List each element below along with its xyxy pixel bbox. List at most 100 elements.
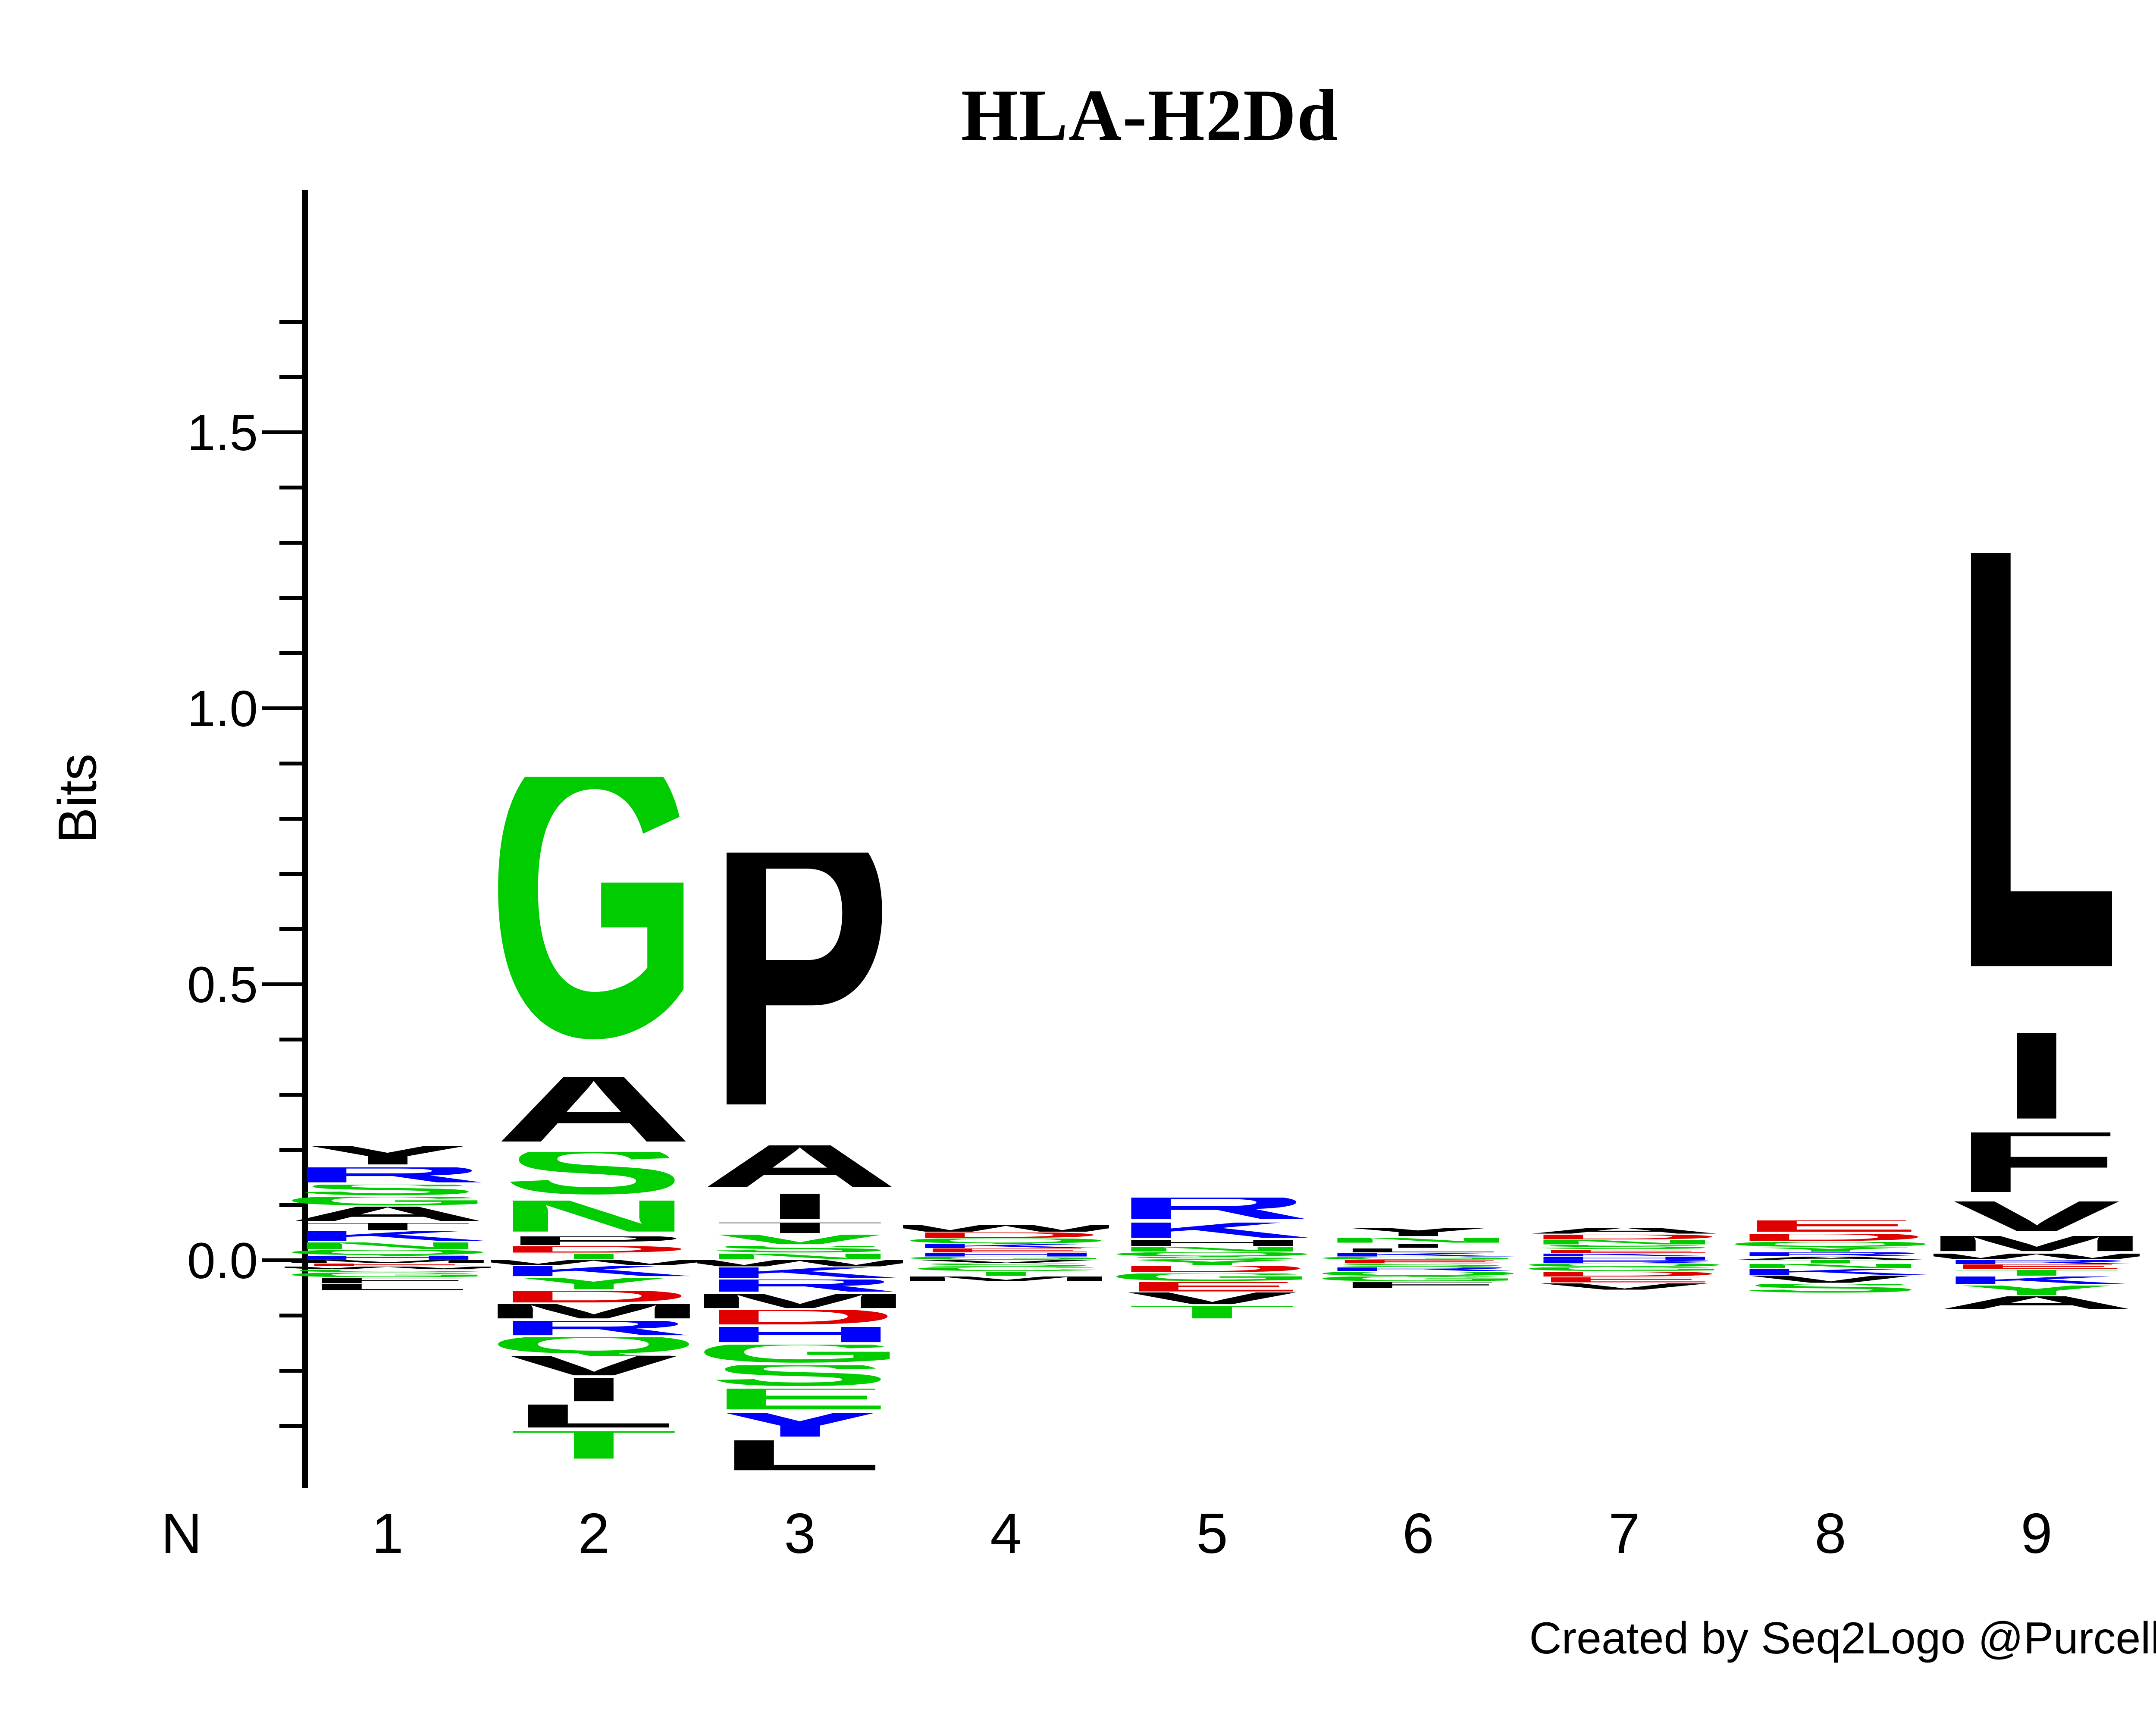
logo-letter: R bbox=[494, 1320, 693, 1338]
logo-letter: G bbox=[697, 1344, 903, 1366]
logo-letter: W bbox=[697, 1260, 903, 1267]
logo-letter: Q bbox=[491, 1337, 697, 1356]
logo-letter: K bbox=[288, 1231, 487, 1243]
logo-letter: E bbox=[1532, 1277, 1716, 1283]
logo-letter: Q bbox=[903, 1239, 1109, 1244]
logo-letter: I bbox=[761, 1194, 838, 1223]
logo-column-9: LIFVMWRETKYA bbox=[1934, 0, 2140, 1725]
y-axis-minor-tick bbox=[279, 1314, 302, 1317]
logo-letter: M bbox=[491, 1304, 697, 1321]
logo-letter: E bbox=[296, 1263, 479, 1267]
logo-letter: M bbox=[697, 1294, 903, 1311]
logo-letter: I bbox=[555, 1378, 632, 1405]
logo-letter: V bbox=[502, 1356, 686, 1378]
logo-letter: F bbox=[1334, 1282, 1502, 1289]
logo-letter: D bbox=[1525, 1235, 1724, 1240]
logo-letter: R bbox=[1112, 1198, 1312, 1223]
logo-letter: M bbox=[903, 1276, 1109, 1283]
logo-letter: N bbox=[1319, 1237, 1518, 1244]
logo-stack-negative: WKRMDHGSEYL bbox=[697, 1260, 903, 1475]
logo-letter: D bbox=[1112, 1265, 1312, 1273]
logo-letter: M bbox=[1934, 1236, 2140, 1254]
logo-letter: A bbox=[1525, 1227, 1724, 1235]
logo-letter: P bbox=[708, 853, 892, 1145]
logo-letter: T bbox=[1334, 1243, 1502, 1249]
logo-letter: N bbox=[494, 1200, 693, 1236]
y-axis-major-tick bbox=[262, 706, 302, 710]
logo-letter: T bbox=[922, 1271, 1090, 1277]
logo-letter: A bbox=[1937, 1296, 2136, 1311]
logo-letter: V bbox=[1532, 1283, 1716, 1291]
logo-letter: E bbox=[1532, 1249, 1716, 1254]
logo-letter: G bbox=[285, 1273, 491, 1278]
logo-letter: H bbox=[1525, 1257, 1724, 1260]
x-axis-tick-label-9: 9 bbox=[2021, 1502, 2053, 1565]
logo-letter: H bbox=[288, 1255, 487, 1260]
y-axis-minor-tick bbox=[279, 1093, 302, 1097]
logo-letter: H bbox=[906, 1253, 1106, 1257]
logo-letter: R bbox=[1731, 1252, 1930, 1257]
y-axis-minor-tick bbox=[279, 762, 302, 765]
logo-letter: S bbox=[502, 1152, 686, 1201]
logo-letter: S bbox=[1532, 1245, 1716, 1250]
logo-letter: W bbox=[1934, 1254, 2140, 1260]
logo-letter: V bbox=[914, 1260, 1098, 1264]
y-axis-minor-tick bbox=[279, 375, 302, 379]
x-axis-tick-label-3: 3 bbox=[784, 1502, 816, 1565]
logo-letter: D bbox=[1525, 1271, 1724, 1277]
logo-letter: P bbox=[502, 1236, 686, 1247]
y-axis-minor-tick bbox=[279, 1148, 302, 1152]
logo-letter: Y bbox=[1326, 1227, 1510, 1238]
logo-letter: S bbox=[1739, 1284, 1922, 1294]
logo-letter: G bbox=[491, 776, 697, 1078]
logo-letter: E bbox=[708, 1389, 892, 1413]
logo-letter: E bbox=[1326, 1260, 1510, 1264]
logo-letter: Y bbox=[1945, 1285, 2128, 1297]
page-title: HLA-H2Dd bbox=[961, 75, 1339, 156]
logo-letter: L bbox=[304, 1284, 472, 1292]
logo-letter: N bbox=[1112, 1247, 1312, 1253]
logo-letter: D bbox=[1731, 1233, 1930, 1242]
logo-letter: Q bbox=[1315, 1271, 1521, 1277]
logo-letter: E bbox=[914, 1248, 1098, 1253]
x-axis-tick-label-4: 4 bbox=[990, 1502, 1022, 1565]
logo-letter: R bbox=[1525, 1260, 1724, 1264]
y-axis-minor-tick bbox=[279, 872, 302, 876]
logo-letter: V bbox=[1945, 1201, 2128, 1236]
y-axis-minor-tick bbox=[279, 651, 302, 655]
logo-letter: L bbox=[1334, 1248, 1502, 1253]
y-axis-minor-tick bbox=[279, 320, 302, 324]
y-axis-minor-tick bbox=[279, 596, 302, 600]
logo-letter: Y bbox=[296, 1146, 479, 1168]
y-axis-minor-tick bbox=[279, 1203, 302, 1207]
logo-column-4: WDQKEHGVSCTM bbox=[903, 0, 1109, 1725]
logo-letter: L bbox=[510, 1405, 678, 1431]
logo-letter: F bbox=[304, 1277, 472, 1284]
logo-letter: K bbox=[700, 1267, 899, 1280]
logo-letter: G bbox=[1521, 1267, 1727, 1272]
y-axis-minor-tick bbox=[279, 486, 302, 489]
logo-letter: W bbox=[903, 1225, 1109, 1233]
y-axis-minor-tick bbox=[279, 1369, 302, 1373]
logo-letter: N bbox=[1525, 1240, 1724, 1245]
x-axis-tick-label-5: 5 bbox=[1196, 1502, 1228, 1565]
logo-letter: C bbox=[288, 1269, 487, 1273]
y-axis-minor-tick bbox=[279, 1424, 302, 1428]
x-axis-tick-label-6: 6 bbox=[1402, 1502, 1434, 1565]
logo-letter: T bbox=[510, 1431, 678, 1463]
logo-letter: E bbox=[1120, 1282, 1304, 1293]
y-axis-tick-label: 1.0 bbox=[187, 681, 258, 737]
logo-letter: S bbox=[1120, 1257, 1304, 1260]
y-axis-tick-label: 0.5 bbox=[187, 957, 258, 1013]
logo-letter: D bbox=[494, 1246, 693, 1254]
